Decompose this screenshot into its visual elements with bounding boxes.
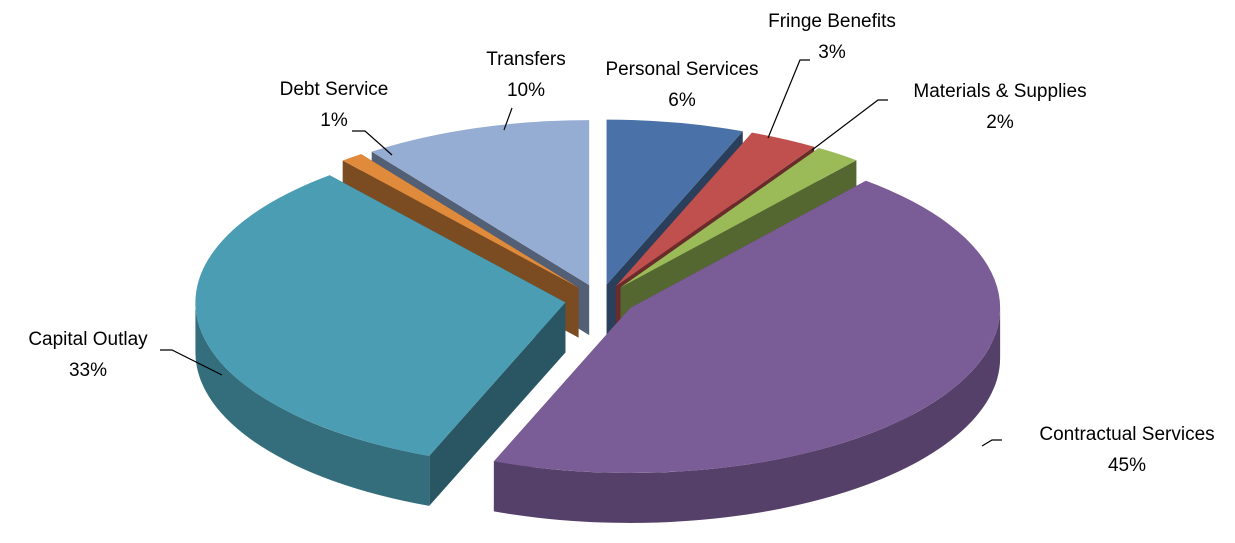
slice-side xyxy=(429,302,566,506)
leader-line xyxy=(352,130,393,156)
slice-wall xyxy=(493,307,1001,523)
category-label: Personal Services xyxy=(605,59,758,80)
value-label: 3% xyxy=(818,42,846,63)
value-label: 1% xyxy=(320,110,348,131)
value-label: 2% xyxy=(986,112,1014,133)
value-label: 45% xyxy=(1108,455,1146,476)
leader-line xyxy=(503,107,513,131)
leader-line xyxy=(160,349,223,376)
value-label: 6% xyxy=(668,90,696,111)
category-label: Materials & Supplies xyxy=(913,81,1086,102)
category-label: Contractual Services xyxy=(1039,424,1214,445)
slice xyxy=(615,132,815,287)
leader-line xyxy=(811,99,888,151)
leader-line xyxy=(767,59,810,139)
labels: Personal Services 6% Fringe Benefits 3% Mate… xyxy=(28,11,1214,476)
category-label: Debt Service xyxy=(280,79,389,100)
slice xyxy=(342,154,579,288)
value-label: 33% xyxy=(69,360,107,381)
value-label: 10% xyxy=(507,80,545,101)
slice xyxy=(620,148,857,288)
pie xyxy=(195,119,1001,523)
leader-line xyxy=(981,439,1002,447)
category-label: Transfers xyxy=(486,49,566,70)
slice xyxy=(371,120,590,286)
slice-wall xyxy=(195,302,430,506)
slice xyxy=(493,180,1001,473)
slice xyxy=(195,175,566,456)
category-label: Fringe Benefits xyxy=(768,11,896,32)
category-label: Capital Outlay xyxy=(28,329,148,350)
slice xyxy=(606,119,743,285)
